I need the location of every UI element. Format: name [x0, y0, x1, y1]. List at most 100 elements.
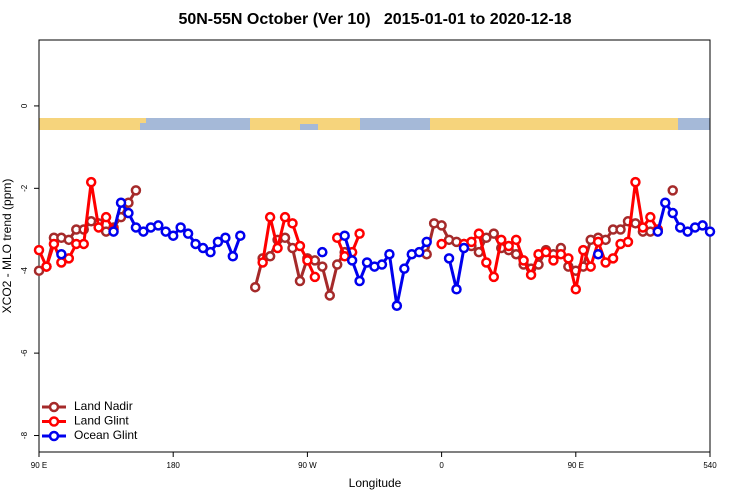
- data-point: [100, 211, 112, 223]
- data-point: [63, 253, 75, 264]
- data-point: [607, 253, 619, 264]
- data-point: [130, 222, 142, 233]
- data-point: [294, 240, 306, 252]
- data-point: [331, 259, 343, 270]
- data-point: [578, 244, 589, 256]
- x-tick-label: 180: [167, 461, 181, 470]
- data-point: [78, 238, 89, 250]
- data-point: [153, 220, 164, 231]
- data-point: [264, 211, 276, 223]
- y-axis-label: XCO2 - MLO trend (ppm): [0, 179, 14, 314]
- data-point: [130, 185, 142, 196]
- data-point: [563, 253, 574, 264]
- data-point: [182, 228, 194, 239]
- data-point: [324, 290, 336, 301]
- data-point: [615, 224, 626, 235]
- data-point: [160, 226, 171, 237]
- y-tick-label: 0: [20, 103, 29, 108]
- data-point: [249, 281, 261, 293]
- data-point: [175, 222, 186, 233]
- data-point: [279, 211, 291, 223]
- data-point: [33, 265, 45, 276]
- data-point: [272, 242, 283, 254]
- data-point: [85, 176, 97, 188]
- data-point: [525, 269, 537, 281]
- data-point: [376, 259, 388, 270]
- data-point: [481, 232, 492, 244]
- data-point: [413, 246, 425, 258]
- x-tick-label: 90 W: [298, 461, 317, 470]
- data-point: [495, 234, 507, 246]
- data-point: [354, 228, 365, 239]
- data-point: [346, 255, 358, 266]
- data-point: [167, 230, 179, 241]
- data-point: [481, 257, 492, 268]
- data-point: [63, 234, 75, 246]
- data-point: [33, 244, 45, 256]
- data-point: [190, 238, 201, 250]
- legend-marker: [48, 401, 60, 413]
- data-point: [197, 242, 209, 254]
- data-point: [697, 220, 708, 231]
- legend-marker: [48, 430, 60, 442]
- data-point: [302, 255, 313, 266]
- x-tick-label: 90 E: [568, 461, 584, 470]
- chart-title: 50N-55N October (Ver 10) 2015-01-01 to 2…: [178, 11, 571, 28]
- data-point: [570, 284, 582, 295]
- data-point: [466, 236, 477, 248]
- data-point: [592, 236, 604, 248]
- data-point: [637, 222, 649, 233]
- data-point: [488, 271, 500, 283]
- data-point: [667, 207, 678, 219]
- data-point: [421, 236, 432, 248]
- x-tick-label: 0: [439, 461, 444, 470]
- data-point: [458, 242, 470, 254]
- y-tick-label: -8: [20, 431, 29, 439]
- data-point: [212, 236, 224, 248]
- data-point: [294, 275, 306, 287]
- y-tick-label: -2: [20, 184, 29, 192]
- data-point: [630, 176, 641, 188]
- data-point: [503, 240, 514, 252]
- data-point: [674, 222, 686, 233]
- data-point: [287, 218, 298, 229]
- series-line: [112, 201, 711, 308]
- x-axis-label: Longitude: [349, 476, 402, 490]
- legend-label: Land Nadir: [74, 399, 133, 413]
- data-point: [384, 248, 395, 260]
- data-point: [488, 228, 500, 239]
- data-point: [93, 222, 104, 233]
- data-point: [123, 207, 134, 219]
- data-point: [667, 185, 678, 196]
- data-point: [41, 261, 52, 272]
- data-point: [235, 230, 246, 241]
- data-point: [704, 226, 716, 237]
- data-point: [585, 261, 596, 272]
- plot-frame: [38, 39, 711, 453]
- data-point: [540, 246, 552, 258]
- y-tick-label: -6: [20, 349, 29, 357]
- data-point: [555, 248, 567, 260]
- data-point: [443, 253, 455, 264]
- data-point: [309, 271, 321, 283]
- x-tick-label: 90 E: [31, 461, 47, 470]
- data-point: [339, 251, 350, 262]
- x-tick-label: 540: [703, 461, 717, 470]
- data-point: [645, 211, 656, 223]
- data-point: [264, 251, 276, 262]
- data-point: [138, 226, 149, 237]
- data-point: [518, 255, 529, 266]
- data-point: [257, 257, 268, 268]
- data-point: [361, 257, 373, 268]
- data-point: [317, 246, 328, 258]
- legend-label: Land Glint: [74, 414, 129, 428]
- data-point: [56, 248, 67, 260]
- data-point: [451, 284, 462, 295]
- data-point: [354, 275, 365, 287]
- y-tick-label: -4: [20, 267, 29, 275]
- data-point: [436, 220, 447, 231]
- data-point: [115, 197, 127, 208]
- legend-label: Ocean Glint: [74, 428, 138, 442]
- data-point: [220, 232, 231, 244]
- data-point: [622, 236, 634, 248]
